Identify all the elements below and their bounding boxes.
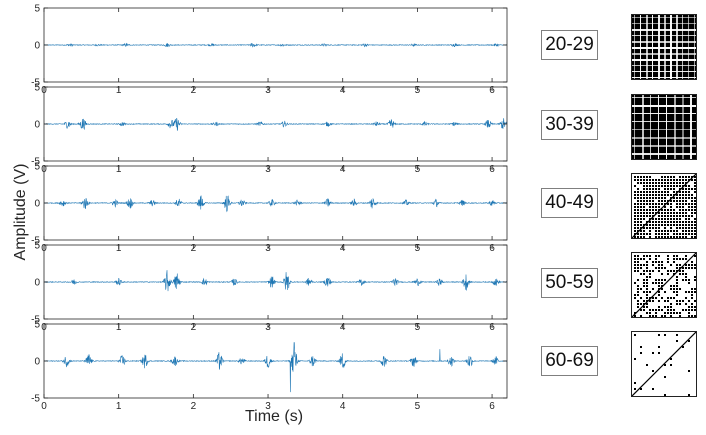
y-tick-label: -5 [31,78,40,89]
recurrence-plot-60-69 [631,331,697,397]
recurrence-plot-image [632,95,696,159]
recurrence-plot-30-39 [631,94,697,160]
recurrence-plot-40-49 [631,173,697,239]
y-tick-label: -5 [31,236,40,247]
age-group-label: 50-59 [541,268,598,298]
y-tick-label: 5 [34,83,40,94]
y-tick-label: 0 [34,41,40,52]
y-tick-label: 5 [34,320,40,331]
y-axis-label: Amplitude (V) [12,164,29,261]
signal-line-50-59 [43,270,508,292]
age-group-label: 30-39 [541,110,598,140]
panel-60-69: 0 1 2 3 4 5 6-505 [31,320,508,412]
y-tick-label: 0 [34,199,40,210]
y-tick-label: 0 [34,357,40,368]
y-tick-label: 5 [34,162,40,173]
recurrence-plot-image [631,252,697,318]
age-group-label: 60-69 [541,346,598,376]
signal-line-40-49 [43,195,508,213]
x-tick-label: 5 [415,401,421,412]
signal-line-30-39 [43,118,508,131]
signal-line-20-29 [43,42,507,48]
y-tick-label: -5 [31,315,40,326]
y-tick-label: -5 [31,394,40,405]
recurrence-plot-image [631,173,697,239]
age-group-label: 20-29 [541,30,598,60]
recurrence-plot-image [632,15,696,79]
y-tick-label: 0 [34,278,40,289]
x-tick-label: 2 [191,401,197,412]
y-tick-label: 5 [34,4,40,15]
panel-group: 0123456-5050123456-5050123456-5050123456… [31,4,508,412]
signal-line-60-69 [43,342,508,393]
y-tick-label: -5 [31,157,40,168]
x-tick-label: 6 [489,401,495,412]
y-tick-label: 0 [34,120,40,131]
recurrence-plot-50-59 [631,252,697,318]
x-tick-label: 1 [116,401,122,412]
x-tick-label: 3 [265,401,271,412]
age-group-label: 40-49 [541,188,598,218]
y-tick-label: 5 [34,241,40,252]
x-tick-label: 4 [340,401,346,412]
recurrence-plot-20-29 [631,14,697,80]
recurrence-plot-image [631,331,697,397]
x-tick-label: 0 [41,401,47,412]
x-axis-label: Time (s) [245,408,303,425]
